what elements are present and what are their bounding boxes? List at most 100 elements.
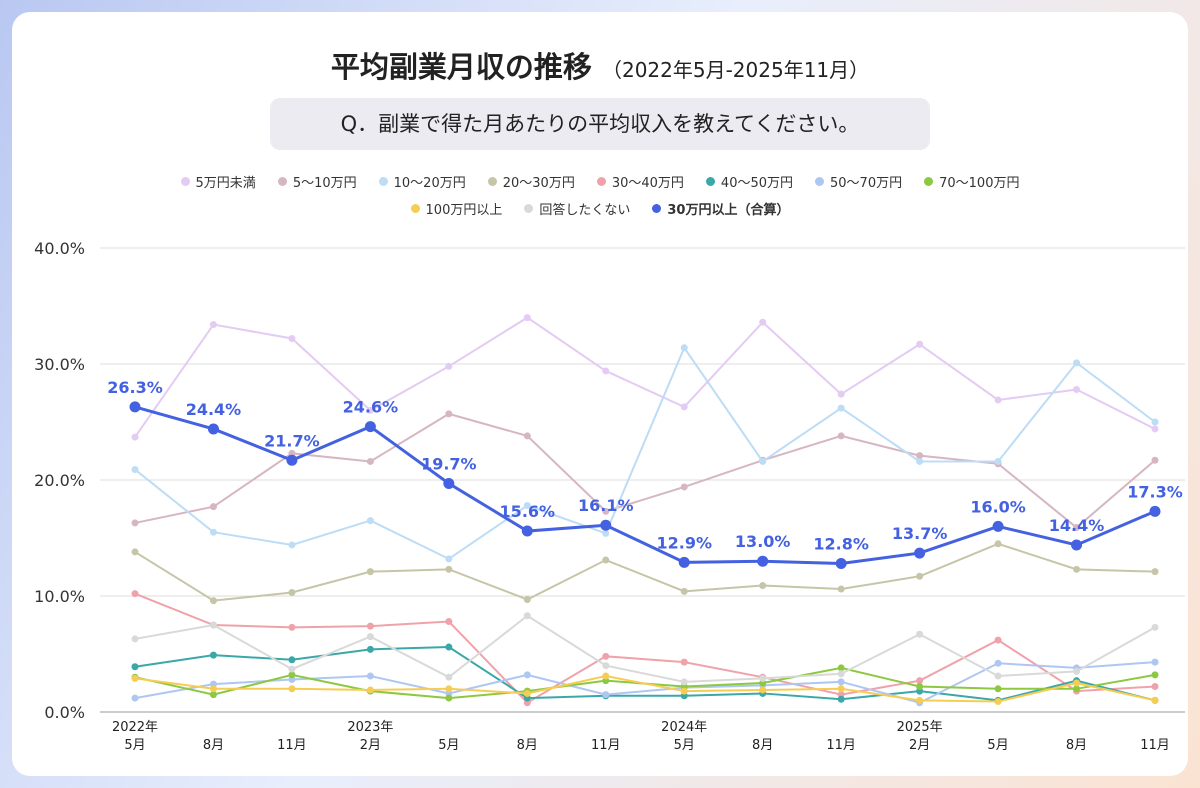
data-point bbox=[602, 652, 610, 660]
data-point bbox=[1151, 682, 1159, 690]
data-point bbox=[916, 340, 924, 348]
data-point bbox=[366, 406, 374, 414]
data-point bbox=[129, 401, 141, 413]
data-point bbox=[288, 334, 296, 342]
legend-label: 10～20万円 bbox=[393, 176, 466, 191]
data-point bbox=[523, 612, 531, 620]
title-block: 平均副業月収の推移 （2022年5月-2025年11月） bbox=[12, 44, 1188, 86]
data-point bbox=[445, 685, 453, 693]
legend-item: 50～70万円 bbox=[815, 172, 902, 191]
data-point bbox=[366, 645, 374, 653]
legend-item: 70～100万円 bbox=[924, 172, 1019, 191]
data-label: 15.6% bbox=[500, 502, 556, 521]
data-point bbox=[445, 618, 453, 626]
data-point bbox=[445, 565, 453, 573]
data-label: 16.1% bbox=[578, 496, 634, 515]
data-point bbox=[602, 367, 610, 375]
legend-label: 70～100万円 bbox=[939, 176, 1020, 191]
x-tick-label: 5月 bbox=[987, 738, 1008, 753]
data-point bbox=[757, 555, 769, 567]
data-point bbox=[445, 555, 453, 563]
data-point bbox=[209, 691, 217, 699]
x-tick-label: 2025年 bbox=[897, 720, 943, 735]
data-point bbox=[366, 622, 374, 630]
title-note: （2022年5月-2025年11月） bbox=[601, 58, 870, 82]
data-point bbox=[837, 390, 845, 398]
data-point bbox=[602, 556, 610, 564]
data-point bbox=[288, 623, 296, 631]
legend-marker bbox=[652, 204, 662, 213]
legend-label: 100万円以上 bbox=[425, 203, 503, 218]
legend-label: 50～70万円 bbox=[830, 176, 903, 191]
data-point bbox=[288, 671, 296, 679]
data-point bbox=[1073, 524, 1081, 532]
data-point bbox=[1149, 505, 1161, 517]
data-point bbox=[678, 556, 690, 568]
data-point bbox=[680, 483, 688, 491]
data-label: 16.0% bbox=[970, 497, 1026, 516]
y-tick-label: 0.0% bbox=[44, 703, 85, 722]
data-point bbox=[1073, 359, 1081, 367]
data-point bbox=[680, 658, 688, 666]
data-point bbox=[1073, 685, 1081, 693]
legend-item: 20～30万円 bbox=[487, 172, 575, 191]
data-point bbox=[131, 433, 139, 441]
data-point bbox=[1073, 565, 1081, 573]
data-label: 12.8% bbox=[813, 535, 869, 554]
data-point bbox=[366, 457, 374, 465]
data-point bbox=[1151, 418, 1159, 426]
data-point bbox=[131, 519, 139, 527]
legend-item: 40～50万円 bbox=[705, 172, 794, 191]
legend-label: 40～50万円 bbox=[720, 176, 794, 191]
legend-marker bbox=[924, 177, 934, 186]
data-point bbox=[209, 685, 217, 693]
data-point bbox=[680, 687, 688, 695]
data-point bbox=[1073, 667, 1081, 675]
data-point bbox=[837, 432, 845, 440]
data-point bbox=[680, 403, 688, 411]
data-point bbox=[994, 636, 1002, 644]
data-point bbox=[288, 541, 296, 549]
legend-item: 30～40万円 bbox=[596, 172, 684, 191]
series-line bbox=[134, 345, 1156, 561]
x-tick-label: 11月 bbox=[1140, 738, 1170, 753]
y-tick-label: 30.0% bbox=[34, 355, 85, 374]
card: 平均副業月収の推移 （2022年5月-2025年11月） Q．副業で得た月あたり… bbox=[12, 12, 1188, 776]
data-point bbox=[1151, 696, 1159, 704]
legend-label: 回答したくない bbox=[539, 203, 631, 218]
data-point bbox=[523, 502, 531, 510]
data-point bbox=[131, 694, 139, 702]
data-point bbox=[680, 678, 688, 686]
series-line bbox=[134, 675, 1156, 703]
data-label: 26.3% bbox=[107, 378, 163, 397]
data-point bbox=[1073, 679, 1081, 687]
x-tick-label: 5月 bbox=[438, 738, 459, 753]
data-point bbox=[209, 621, 217, 629]
legend-label: 30～40万円 bbox=[611, 176, 684, 191]
data-point bbox=[131, 466, 139, 474]
data-point bbox=[994, 685, 1002, 693]
legend-item: 10～20万円 bbox=[378, 172, 466, 191]
data-point bbox=[445, 643, 453, 651]
legend-label: 20～30万円 bbox=[502, 176, 575, 191]
data-point bbox=[209, 321, 217, 329]
data-point bbox=[131, 635, 139, 643]
data-point bbox=[680, 344, 688, 352]
x-tick-label: 5月 bbox=[674, 738, 695, 753]
data-point bbox=[837, 678, 845, 686]
data-label: 13.0% bbox=[735, 532, 791, 551]
legend-marker bbox=[378, 177, 388, 186]
data-point bbox=[600, 519, 612, 531]
x-tick-label: 11月 bbox=[277, 738, 307, 753]
y-tick-label: 10.0% bbox=[34, 587, 85, 606]
data-point bbox=[602, 672, 610, 680]
data-point bbox=[366, 517, 374, 525]
data-point bbox=[1071, 539, 1083, 551]
data-point bbox=[994, 698, 1002, 706]
data-point bbox=[916, 696, 924, 704]
data-point bbox=[131, 548, 139, 556]
x-tick-label: 5月 bbox=[124, 738, 145, 753]
legend-item: 100万円以上 bbox=[410, 199, 503, 218]
legend-marker bbox=[815, 177, 825, 186]
